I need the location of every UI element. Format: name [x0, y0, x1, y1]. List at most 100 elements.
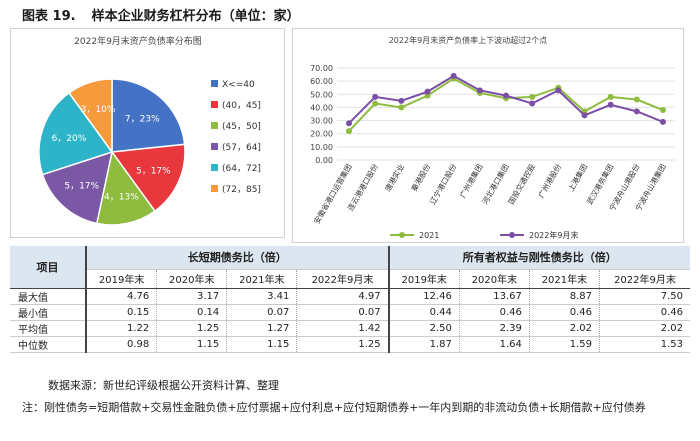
- table-group-header-1: 长短期债务比（倍）: [85, 246, 389, 270]
- pie-slice: [68, 78, 113, 155]
- table-cell: 0.46: [458, 304, 530, 321]
- figure-title-text: 样本企业财务杠杆分布（单位：家）: [91, 9, 300, 24]
- table-cell: 0.44: [387, 304, 460, 321]
- data-point: [660, 118, 666, 125]
- table-cell: 1.59: [528, 336, 600, 353]
- table-col-header: 2020年末: [458, 269, 530, 289]
- pie-legend-label: (72，85]: [222, 185, 261, 195]
- table-row: 平均值 1.22 1.25 1.27 1.42 2.50 2.39 2.02 2…: [10, 320, 690, 337]
- y-tick-label: 50.00: [310, 90, 333, 99]
- y-tick-label: 30.00: [310, 117, 333, 126]
- legend-swatch: [211, 80, 218, 87]
- data-point: [503, 92, 509, 99]
- legend-swatch: [211, 143, 218, 150]
- table-cell: 12.46: [387, 288, 460, 305]
- legend-marker: [509, 232, 515, 238]
- table-cell: 1.15: [226, 336, 297, 353]
- table-cell: 2.02: [528, 320, 600, 337]
- row-label: 最大值: [10, 288, 86, 305]
- legend-swatch: [211, 164, 218, 171]
- table-row: 中位数 0.98 1.15 1.15 1.25 1.87 1.64 1.59 1…: [10, 336, 690, 353]
- table-cell: 2.50: [387, 320, 460, 337]
- data-point: [555, 87, 562, 94]
- line-legend-label: 2021: [419, 231, 439, 240]
- legend-swatch: [211, 185, 218, 192]
- data-point: [346, 120, 352, 127]
- table-cell: 8.87: [528, 288, 600, 305]
- data-point: [529, 93, 536, 100]
- pie-legend-label: X<=40: [222, 80, 255, 90]
- data-point: [346, 128, 352, 135]
- pie-data-label: 5，17%: [64, 182, 99, 192]
- row-label: 中位数: [10, 336, 86, 353]
- pie-slice: [41, 150, 114, 225]
- pie-chart-panel: 2022年9月末资产负债率分布图 7，23% 5，17% 4，13% 5，17% 6，2…: [10, 28, 285, 238]
- x-tick-label: 辽宁港口股份: [427, 162, 458, 206]
- table-cell: 1.64: [458, 336, 530, 353]
- pie-slice: [95, 150, 156, 226]
- pie-slice: [38, 91, 114, 176]
- pie-chart: 2022年9月末资产负债率分布图 7，23% 5，17% 4，13% 5，17% 6，2…: [38, 35, 261, 226]
- data-point: [424, 88, 431, 95]
- table-cell: 2.39: [458, 320, 530, 337]
- data-point: [660, 107, 666, 114]
- table-col-header: 2022年9月末: [296, 269, 389, 289]
- table-cell: 0.15: [85, 304, 157, 321]
- table-col-header: 2022年9月末: [598, 269, 690, 289]
- line-chart-title: 2022年9月末资产负债率上下波动超过2个点: [389, 35, 548, 45]
- table-col-header: 2019年末: [387, 269, 460, 289]
- table-cell: 2.02: [598, 320, 690, 337]
- figure-title: 图表 19. 样本企业财务杠杆分布（单位：家）: [22, 5, 300, 24]
- table-cell: 13.67: [458, 288, 530, 305]
- pie-legend-label: (40，45]: [222, 101, 261, 111]
- table-cell: 0.14: [156, 304, 227, 321]
- table-cell: 1.87: [387, 336, 460, 353]
- data-point: [607, 93, 614, 100]
- data-point: [476, 87, 483, 94]
- table-cell: 1.15: [156, 336, 227, 353]
- table-cell: 7.50: [598, 288, 690, 305]
- x-tick-label: 武汉港务集团: [584, 162, 615, 206]
- pie-data-label: 6，20%: [52, 134, 87, 144]
- table-row-header: 项目: [10, 246, 86, 289]
- data-point: [372, 93, 379, 100]
- y-tick-label: 20.00: [310, 130, 333, 139]
- table-row: 最大值 4.76 3.17 3.41 4.97 12.46 13.67 8.87…: [10, 288, 690, 305]
- table-cell: 1.42: [296, 320, 389, 337]
- table-cell: 1.27: [226, 320, 297, 337]
- table-cell: 3.41: [226, 288, 297, 305]
- y-tick-label: 0.00: [315, 156, 333, 165]
- legend-swatch: [211, 122, 218, 129]
- legend-swatch: [211, 101, 218, 108]
- figure-number: 图表 19.: [22, 9, 76, 24]
- x-tick-label: 国投交通控股: [506, 162, 537, 206]
- table-col-header: 2021年末: [528, 269, 600, 289]
- data-point: [398, 104, 405, 111]
- table-cell: 3.17: [156, 288, 227, 305]
- x-tick-label: 上港集团: [566, 162, 590, 193]
- table-col-header: 2021年末: [226, 269, 297, 289]
- table-col-header: 2019年末: [85, 269, 157, 289]
- table-cell: 1.22: [85, 320, 157, 337]
- series-line: [348, 77, 664, 132]
- table-cell: 1.25: [156, 320, 227, 337]
- pie-slice: [110, 143, 186, 213]
- table-col-header: 2020年末: [156, 269, 227, 289]
- pie-data-label: 4，13%: [104, 192, 139, 202]
- table-cell: 0.07: [296, 304, 389, 321]
- table-row: 最小值 0.15 0.14 0.07 0.07 0.44 0.46 0.46 0…: [10, 304, 690, 321]
- x-tick-label: 广州港集团: [457, 162, 484, 199]
- table-cell: 4.76: [85, 288, 157, 305]
- pie-data-label: 3，10%: [81, 105, 116, 115]
- pie-slice: [111, 78, 186, 153]
- data-source: 数据来源：新世纪评级根据公开资料计算、整理: [48, 379, 279, 392]
- x-tick-label: 安徽省港口运营集团: [311, 162, 353, 225]
- data-point: [529, 100, 536, 107]
- legend-marker: [399, 232, 405, 238]
- table-cell: 1.25: [296, 336, 389, 353]
- y-tick-label: 10.00: [310, 143, 333, 152]
- table-group-header-2: 所有者权益与刚性债务比（倍）: [387, 246, 690, 270]
- pie-chart-title: 2022年9月末资产负债率分布图: [74, 35, 202, 47]
- table-cell: 0.46: [528, 304, 600, 321]
- row-label: 最小值: [10, 304, 86, 321]
